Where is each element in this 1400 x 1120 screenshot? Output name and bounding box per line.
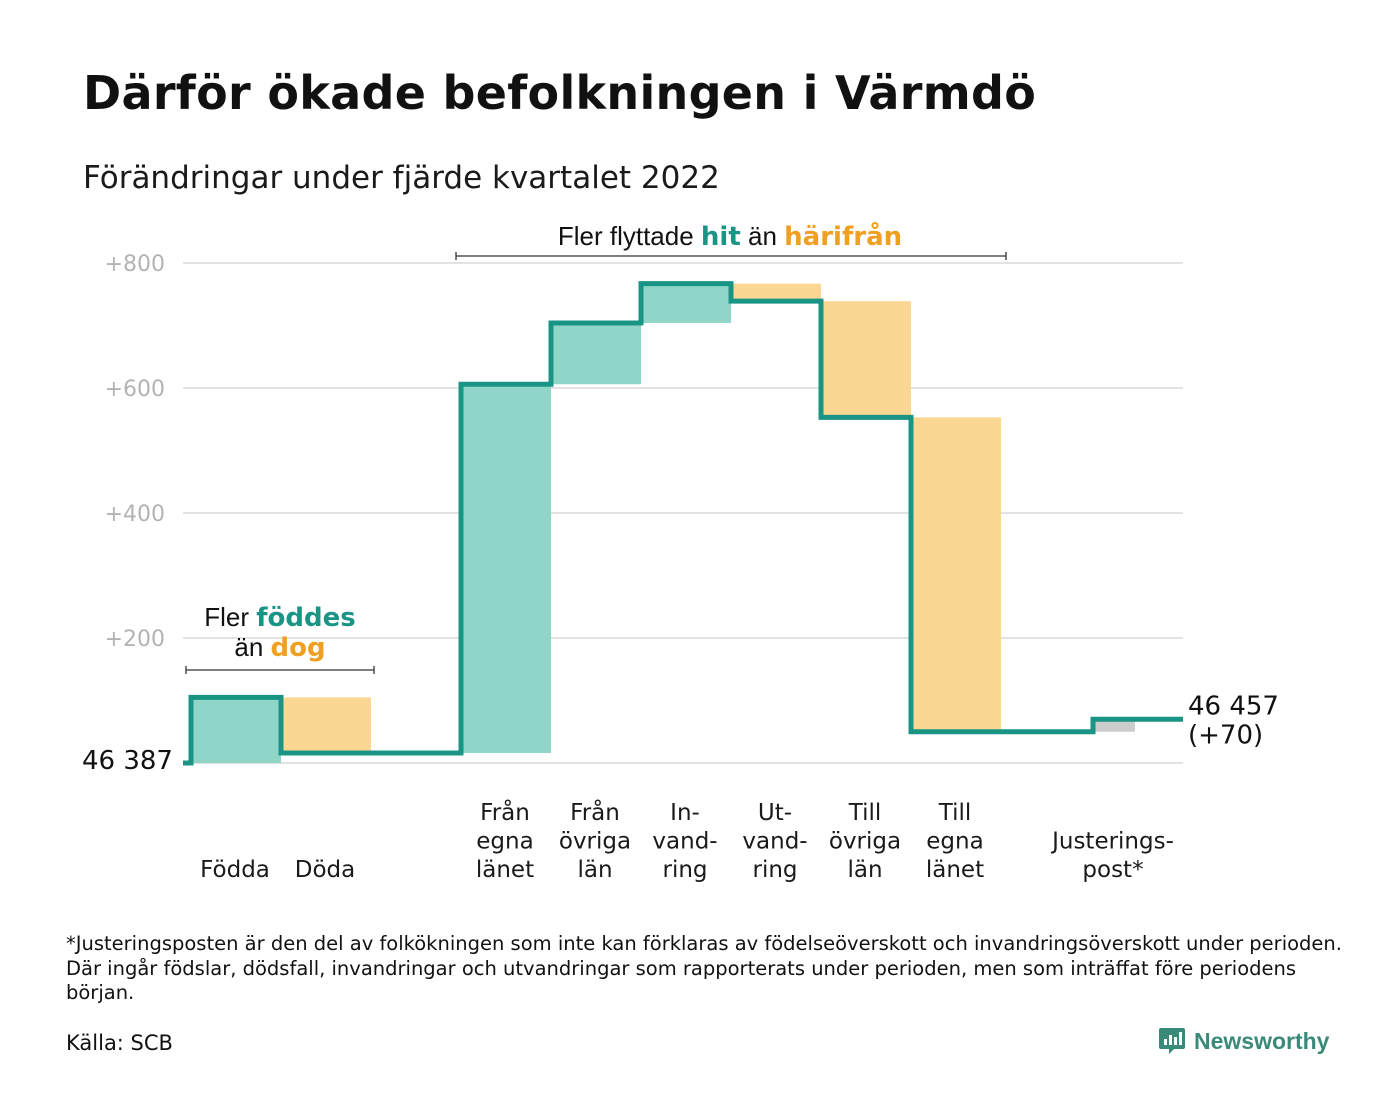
start-value-label: 46 387 — [82, 746, 173, 776]
category-label: Till — [938, 800, 972, 826]
category-label: vand- — [652, 829, 717, 855]
y-tick-label: +200 — [105, 627, 165, 652]
category-label: Justerings- — [1050, 829, 1174, 855]
bar-decrease — [281, 697, 371, 753]
chart-subtitle: Förändringar under fjärde kvartalet 2022 — [83, 160, 720, 196]
annotation-text: än — [741, 221, 784, 251]
bar-adjustment — [1095, 719, 1135, 732]
step-line — [183, 281, 1183, 766]
category-label: Till — [848, 800, 882, 826]
category-label: övriga — [829, 829, 901, 855]
category-label: länet — [476, 857, 534, 883]
category-label: egna — [926, 829, 983, 855]
births-annotation-line2: än dog — [234, 632, 325, 663]
annotation-highlight-orange: härifrån — [784, 220, 902, 252]
bar-increase — [191, 697, 281, 763]
annotation-highlight-orange: dog — [271, 633, 326, 663]
bar-decrease — [731, 283, 821, 302]
annotation-highlight-green: hit — [701, 222, 741, 252]
category-label: vand- — [742, 829, 807, 855]
migration-bracket — [455, 252, 1007, 260]
brand-logo[interactable]: Newsworthy — [1158, 1026, 1329, 1056]
footnote: *Justeringsposten är den del av folkökni… — [66, 932, 1342, 1004]
category-label: Födda — [200, 857, 270, 883]
end-change-label: (+70) — [1188, 720, 1263, 750]
category-label: Döda — [295, 857, 355, 883]
births-annotation-line1: Fler föddes — [204, 602, 356, 633]
bar-decrease — [911, 417, 1001, 732]
category-label: Ut- — [758, 800, 792, 826]
bar-increase — [641, 283, 731, 323]
annotation-text: Fler flyttade — [558, 221, 701, 251]
annotation-text: Fler — [204, 602, 256, 632]
brand-name: Newsworthy — [1194, 1027, 1330, 1054]
category-label: egna — [476, 829, 533, 855]
y-tick-label: +400 — [105, 502, 165, 527]
annotation-text: än — [234, 632, 270, 662]
category-label: länet — [926, 857, 984, 883]
y-tick-label: +800 — [105, 252, 165, 277]
category-label: Från — [480, 798, 530, 826]
category-label: post* — [1082, 857, 1143, 883]
category-label: län — [847, 857, 882, 883]
category-label: övriga — [559, 829, 631, 855]
category-label: län — [577, 857, 612, 883]
newsworthy-logo-icon — [1159, 1028, 1185, 1054]
category-label: ring — [752, 857, 797, 883]
source-label: Källa: SCB — [66, 1031, 173, 1055]
end-value-label: 46 457 — [1188, 691, 1279, 721]
births-bracket — [185, 666, 375, 674]
bar-decrease — [821, 301, 911, 418]
category-label: In- — [670, 800, 700, 826]
category-label: ring — [662, 857, 707, 883]
grid-lines — [183, 262, 1183, 764]
annotation-highlight-green: föddes — [256, 603, 356, 633]
chart-title: Därför ökade befolkningen i Värmdö — [83, 66, 1037, 120]
cumulative-step-line — [183, 281, 1183, 766]
bar-increase — [551, 323, 641, 385]
bar-increase — [461, 384, 551, 753]
y-tick-label: +600 — [105, 377, 165, 402]
category-label: Från — [570, 798, 620, 826]
bars — [191, 283, 1135, 763]
migration-annotation: Fler flyttade hit än härifrån — [558, 220, 902, 252]
